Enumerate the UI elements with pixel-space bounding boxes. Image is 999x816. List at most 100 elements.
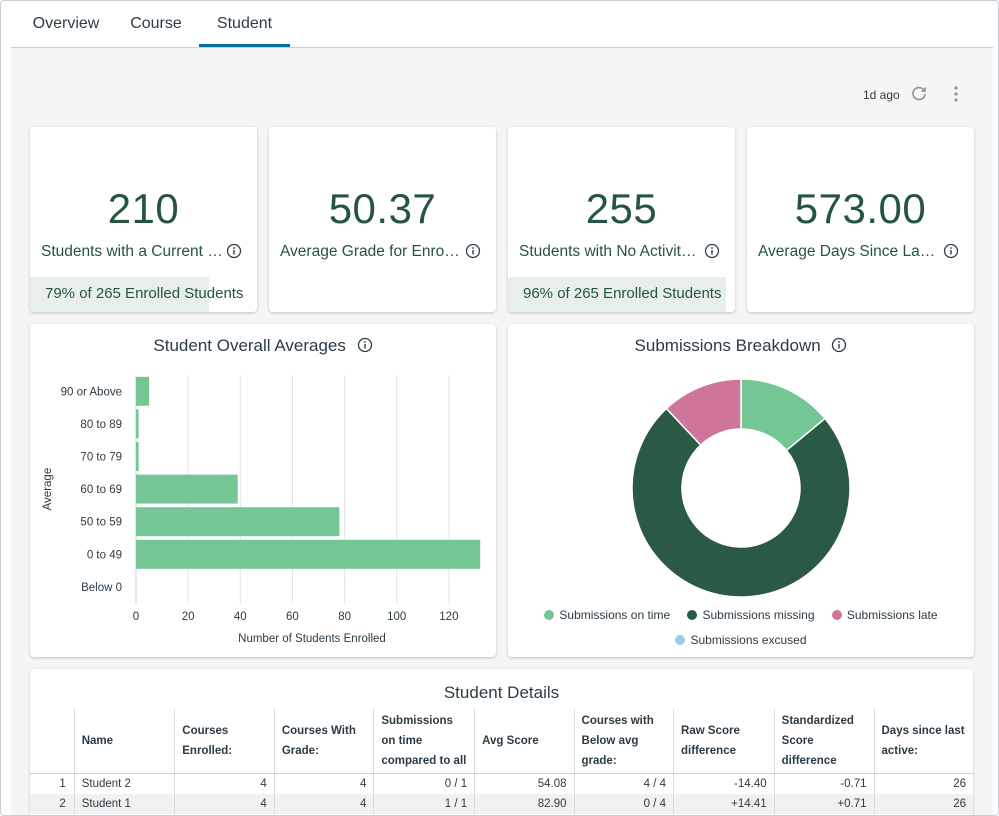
legend-dot <box>544 610 555 620</box>
legend-item-missing[interactable]: Submissions missing <box>687 608 815 622</box>
legend-dot <box>831 610 842 620</box>
info-icon[interactable] <box>226 243 242 259</box>
submissions-legend-row-2: Submissions excused <box>508 633 974 647</box>
student-details-title: Student Details <box>443 683 560 702</box>
bar[interactable] <box>136 409 139 439</box>
tab-course[interactable]: Course <box>130 15 182 32</box>
legend-item-excused[interactable]: Submissions excused <box>675 633 807 647</box>
tab-student[interactable]: Student <box>199 1 290 47</box>
table-cell: -14.40 <box>673 773 775 794</box>
x-tick-label: 0 <box>133 611 139 623</box>
table-cell: 1 / 1 <box>373 794 475 814</box>
refresh-button[interactable] <box>909 84 929 104</box>
column-header[interactable]: Raw Score difference <box>673 709 775 774</box>
table-cell: +14.41 <box>673 794 775 814</box>
kpi-label: Students with No Activity in 7 Days <box>519 243 701 260</box>
submissions-legend: Submissions on time Submissions missing … <box>508 608 974 622</box>
kpi-footer-bar <box>508 277 726 312</box>
tab-bar: Overview Course Student <box>11 1 993 48</box>
column-header[interactable]: Courses with Below avg grade: <box>573 709 674 774</box>
cell-name: Student 2 <box>73 773 175 794</box>
table-row[interactable]: 1 Student 2 4 4 0 / 1 54.08 4 / 4 -14.40… <box>30 773 973 794</box>
more-options-button[interactable] <box>948 84 964 104</box>
kpi-label: Average Days Since Last Activity <box>758 243 940 260</box>
kpi-card-current-score: 210 Students with a Current Score 79% of… <box>30 127 257 312</box>
table-cell: 4 <box>174 794 275 814</box>
column-header[interactable]: Submissions on time compared to all <box>373 709 475 774</box>
kpi-card-average-grade: 50.37 Average Grade for Enrolled Student… <box>269 127 496 312</box>
table-cell: 26 <box>873 773 973 794</box>
cell-name: Student 1 <box>73 794 175 814</box>
slice-missing[interactable] <box>631 407 851 598</box>
info-icon[interactable] <box>465 243 481 259</box>
table-cell: -0.71 <box>773 773 874 794</box>
legend-dot <box>675 635 686 645</box>
column-header-index <box>30 709 75 774</box>
table-cell: 4 <box>273 773 374 794</box>
kpi-value: 210 <box>107 185 180 232</box>
bar[interactable] <box>136 376 150 406</box>
kpi-card-no-activity: 255 Students with No Activity in 7 Days … <box>508 127 735 312</box>
averages-bar-chart: 0 20 40 60 80 100 120 90 or Above 80 to 89 70 to … <box>42 375 481 645</box>
column-header[interactable]: Standardized Score difference <box>773 709 874 774</box>
table-cell: 26 <box>873 794 973 814</box>
legend-dot <box>687 610 698 620</box>
averages-chart-title-text: Student Overall Averages <box>153 336 346 355</box>
table-row[interactable]: 2 Student 1 4 4 1 / 1 82.90 0 / 4 +14.41… <box>30 794 973 814</box>
submissions-chart-title-text: Submissions Breakdown <box>634 336 821 355</box>
kpi-card-days-since-activity: 573.00 Average Days Since Last Activity <box>747 127 974 312</box>
main-content: 1d ago 210 Students with a Current Score <box>11 48 993 815</box>
kpi-footer: 96% of 265 Enrolled Students <box>508 277 735 312</box>
averages-chart-card: Student Overall Averages 0 20 40 60 80 100 120… <box>30 324 496 657</box>
student-details-card: Student Details Name Courses Enrolled: C… <box>30 669 973 815</box>
row-index: 2 <box>30 794 75 814</box>
table-cell: 82.90 <box>474 794 575 814</box>
kpi-footer-text: 96% of 265 Enrolled Students <box>523 285 722 302</box>
x-tick-label: 20 <box>182 611 195 623</box>
submissions-donut-chart <box>631 378 851 598</box>
x-axis-label: Number of Students Enrolled <box>238 633 386 645</box>
refresh-icon <box>912 86 926 101</box>
x-tick-label: 40 <box>234 611 247 623</box>
bar[interactable] <box>136 442 139 471</box>
column-header[interactable]: Days since last active: <box>873 709 973 774</box>
column-header[interactable]: Avg Score <box>474 709 575 774</box>
legend-label: Submissions on time <box>559 608 671 622</box>
x-tick-label: 80 <box>338 611 351 623</box>
x-tick-label: 120 <box>439 611 458 623</box>
bar[interactable] <box>136 507 340 537</box>
y-tick-label: 60 to 69 <box>80 484 122 496</box>
table-cell: 0 / 1 <box>373 773 475 794</box>
row-index: 1 <box>59 778 66 790</box>
kpi-footer-text: 79% of 265 Enrolled Students <box>45 285 244 302</box>
table-cell: 0 / 4 <box>573 794 674 814</box>
y-tick-label: 90 or Above <box>61 386 122 398</box>
legend-label: Submissions excused <box>690 633 807 647</box>
y-tick-label: 0 to 49 <box>87 549 122 561</box>
info-icon[interactable] <box>831 337 847 353</box>
kpi-value: 573.00 <box>794 185 927 232</box>
tab-overview[interactable]: Overview <box>32 15 100 32</box>
kpi-footer-bar <box>30 277 210 312</box>
table-cell: 4 <box>273 794 374 814</box>
column-header[interactable]: Courses With Grade: <box>273 709 374 774</box>
slice-late[interactable] <box>665 378 742 447</box>
column-header[interactable]: Name <box>73 709 175 774</box>
table-header-row: Name Courses Enrolled: Courses With Grad… <box>30 709 973 774</box>
table-cell: 4 / 4 <box>573 773 674 794</box>
info-icon[interactable] <box>943 243 959 259</box>
x-tick-label: 100 <box>387 611 406 623</box>
kpi-label: Average Grade for Enrolled Students <box>280 243 462 260</box>
info-icon[interactable] <box>704 243 720 259</box>
bar[interactable] <box>136 539 481 569</box>
table-cell: 54.08 <box>474 773 575 794</box>
y-tick-label: 70 to 79 <box>80 452 122 464</box>
submissions-chart-title: Submissions Breakdown <box>508 336 974 356</box>
bar[interactable] <box>136 474 238 504</box>
kpi-label: Students with a Current Score <box>41 243 223 260</box>
info-icon[interactable] <box>357 337 373 353</box>
legend-item-on-time[interactable]: Submissions on time <box>544 608 670 622</box>
column-header[interactable]: Courses Enrolled: <box>174 709 275 774</box>
legend-item-late[interactable]: Submissions late <box>831 608 938 622</box>
